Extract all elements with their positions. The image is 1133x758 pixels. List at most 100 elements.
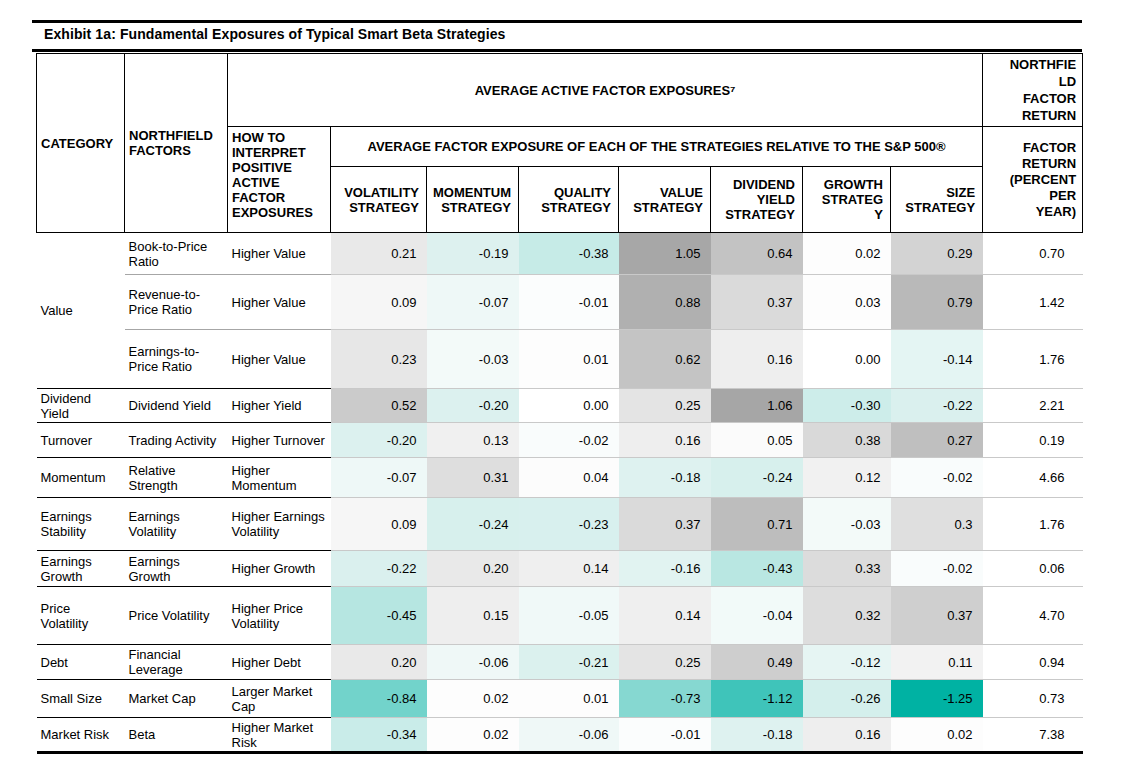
exposure-value-cell: 0.71 xyxy=(711,498,803,551)
exposure-value-cell: -0.38 xyxy=(519,233,619,275)
exposure-value-cell: 0.03 xyxy=(803,275,891,330)
interpret-cell: Higher Price Volatility xyxy=(228,587,331,645)
exposure-value-cell: -0.06 xyxy=(519,718,619,753)
exposure-value-cell: -0.04 xyxy=(711,587,803,645)
exposure-value-cell: 0.79 xyxy=(891,275,983,330)
interpret-cell: Higher Yield xyxy=(228,389,331,423)
exposure-value-cell: 0.01 xyxy=(519,680,619,718)
col-header-volatility-strategy: VOLATILITY STRATEGY xyxy=(331,167,427,233)
col-header-value-strategy: VALUE STRATEGY xyxy=(619,167,711,233)
exposure-value-cell: 0.64 xyxy=(711,233,803,275)
factor-cell: Beta xyxy=(125,718,228,753)
exposure-value-cell: 0.3 xyxy=(891,498,983,551)
factor-return-cell: 1.42 xyxy=(983,275,1083,330)
document-page: { "title": "Exhibit 1a: Fundamental Expo… xyxy=(0,0,1133,758)
exposure-value-cell: -0.43 xyxy=(711,551,803,587)
table-row: ValueBook-to-Price RatioHigher Value0.21… xyxy=(37,233,1083,275)
factor-cell: Earnings Volatility xyxy=(125,498,228,551)
factor-return-cell: 4.66 xyxy=(983,458,1083,498)
col-header-northfield-factors: NORTHFIELD FACTORS xyxy=(125,54,228,233)
exposure-value-cell: 0.37 xyxy=(891,587,983,645)
col-header-category: CATEGORY xyxy=(37,54,125,233)
interpret-cell: Higher Growth xyxy=(228,551,331,587)
exposure-value-cell: -0.19 xyxy=(427,233,519,275)
col-header-growth-strategy: GROWTH STRATEG Y xyxy=(803,167,891,233)
factor-cell: Earnings-to-Price Ratio xyxy=(125,330,228,389)
factor-return-cell: 0.06 xyxy=(983,551,1083,587)
exposure-value-cell: -0.01 xyxy=(519,275,619,330)
exposure-value-cell: -1.25 xyxy=(891,680,983,718)
exposure-value-cell: -0.02 xyxy=(891,458,983,498)
exposure-value-cell: 0.88 xyxy=(619,275,711,330)
exposure-value-cell: 0.01 xyxy=(519,330,619,389)
exposure-value-cell: 0.27 xyxy=(891,423,983,458)
exposure-value-cell: 0.20 xyxy=(331,645,427,680)
exposure-value-cell: -0.45 xyxy=(331,587,427,645)
exposure-value-cell: -0.18 xyxy=(619,458,711,498)
exposure-value-cell: 0.20 xyxy=(427,551,519,587)
exposure-value-cell: 0.15 xyxy=(427,587,519,645)
factor-cell: Financial Leverage xyxy=(125,645,228,680)
exposure-value-cell: 0.25 xyxy=(619,645,711,680)
factor-cell: Earnings Growth xyxy=(125,551,228,587)
exposure-value-cell: 0.16 xyxy=(619,423,711,458)
table-row: MomentumRelative StrengthHigher Momentum… xyxy=(37,458,1083,498)
exposure-value-cell: -0.12 xyxy=(803,645,891,680)
factor-cell: Book-to-Price Ratio xyxy=(125,233,228,275)
exposure-value-cell: -0.02 xyxy=(891,551,983,587)
title-top-rule xyxy=(32,20,1082,23)
factor-return-cell: 0.19 xyxy=(983,423,1083,458)
exposure-value-cell: 0.09 xyxy=(331,275,427,330)
interpret-cell: Higher Debt xyxy=(228,645,331,680)
exposure-value-cell: -0.03 xyxy=(803,498,891,551)
col-header-relative-to-sp500: AVERAGE FACTOR EXPOSURE OF EACH OF THE S… xyxy=(331,127,983,167)
exposure-value-cell: -1.12 xyxy=(711,680,803,718)
exposure-value-cell: 1.05 xyxy=(619,233,711,275)
title-bottom-rule xyxy=(32,49,1082,52)
exposure-value-cell: 0.13 xyxy=(427,423,519,458)
exposure-value-cell: 0.49 xyxy=(711,645,803,680)
exposure-value-cell: 0.32 xyxy=(803,587,891,645)
exposure-value-cell: 0.31 xyxy=(427,458,519,498)
exposure-value-cell: 0.29 xyxy=(891,233,983,275)
exposure-value-cell: 0.12 xyxy=(803,458,891,498)
exposure-value-cell: 0.37 xyxy=(711,275,803,330)
exposure-value-cell: -0.84 xyxy=(331,680,427,718)
category-cell: Earnings Growth xyxy=(37,551,125,587)
col-header-momentum-strategy: MOMENTUM STRATEGY xyxy=(427,167,519,233)
exposure-value-cell: 0.02 xyxy=(427,680,519,718)
category-cell: Earnings Stability xyxy=(37,498,125,551)
exposure-value-cell: 0.23 xyxy=(331,330,427,389)
table-row: Revenue-to-Price RatioHigher Value0.09-0… xyxy=(37,275,1083,330)
exposure-value-cell: -0.23 xyxy=(519,498,619,551)
interpret-cell: Larger Market Cap xyxy=(228,680,331,718)
factor-return-cell: 4.70 xyxy=(983,587,1083,645)
exposure-value-cell: 0.14 xyxy=(519,551,619,587)
exposure-value-cell: 0.52 xyxy=(331,389,427,423)
factor-cell: Market Cap xyxy=(125,680,228,718)
col-header-average-active-factor-exposures: AVERAGE ACTIVE FACTOR EXPOSURES⁷ xyxy=(228,54,983,127)
category-cell: Debt xyxy=(37,645,125,680)
exposure-value-cell: -0.14 xyxy=(891,330,983,389)
category-cell: Turnover xyxy=(37,423,125,458)
table-row: TurnoverTrading ActivityHigher Turnover-… xyxy=(37,423,1083,458)
exposure-value-cell: -0.06 xyxy=(427,645,519,680)
table-row: Earnings StabilityEarnings VolatilityHig… xyxy=(37,498,1083,551)
exposure-value-cell: 0.02 xyxy=(803,233,891,275)
factor-return-cell: 7.38 xyxy=(983,718,1083,753)
table-row: Earnings GrowthEarnings GrowthHigher Gro… xyxy=(37,551,1083,587)
table-row: Price VolatilityPrice VolatilityHigher P… xyxy=(37,587,1083,645)
exposure-value-cell: -0.73 xyxy=(619,680,711,718)
exposure-value-cell: 0.33 xyxy=(803,551,891,587)
exposure-value-cell: -0.30 xyxy=(803,389,891,423)
exposure-value-cell: -0.16 xyxy=(619,551,711,587)
exposure-value-cell: -0.07 xyxy=(331,458,427,498)
exposure-value-cell: 0.09 xyxy=(331,498,427,551)
exposure-value-cell: 0.02 xyxy=(427,718,519,753)
category-cell: Dividend Yield xyxy=(37,389,125,423)
factor-return-cell: 1.76 xyxy=(983,498,1083,551)
factor-return-cell: 0.94 xyxy=(983,645,1083,680)
factor-return-cell: 0.70 xyxy=(983,233,1083,275)
interpret-cell: Higher Earnings Volatility xyxy=(228,498,331,551)
table-header: CATEGORY NORTHFIELD FACTORS AVERAGE ACTI… xyxy=(37,54,1083,233)
